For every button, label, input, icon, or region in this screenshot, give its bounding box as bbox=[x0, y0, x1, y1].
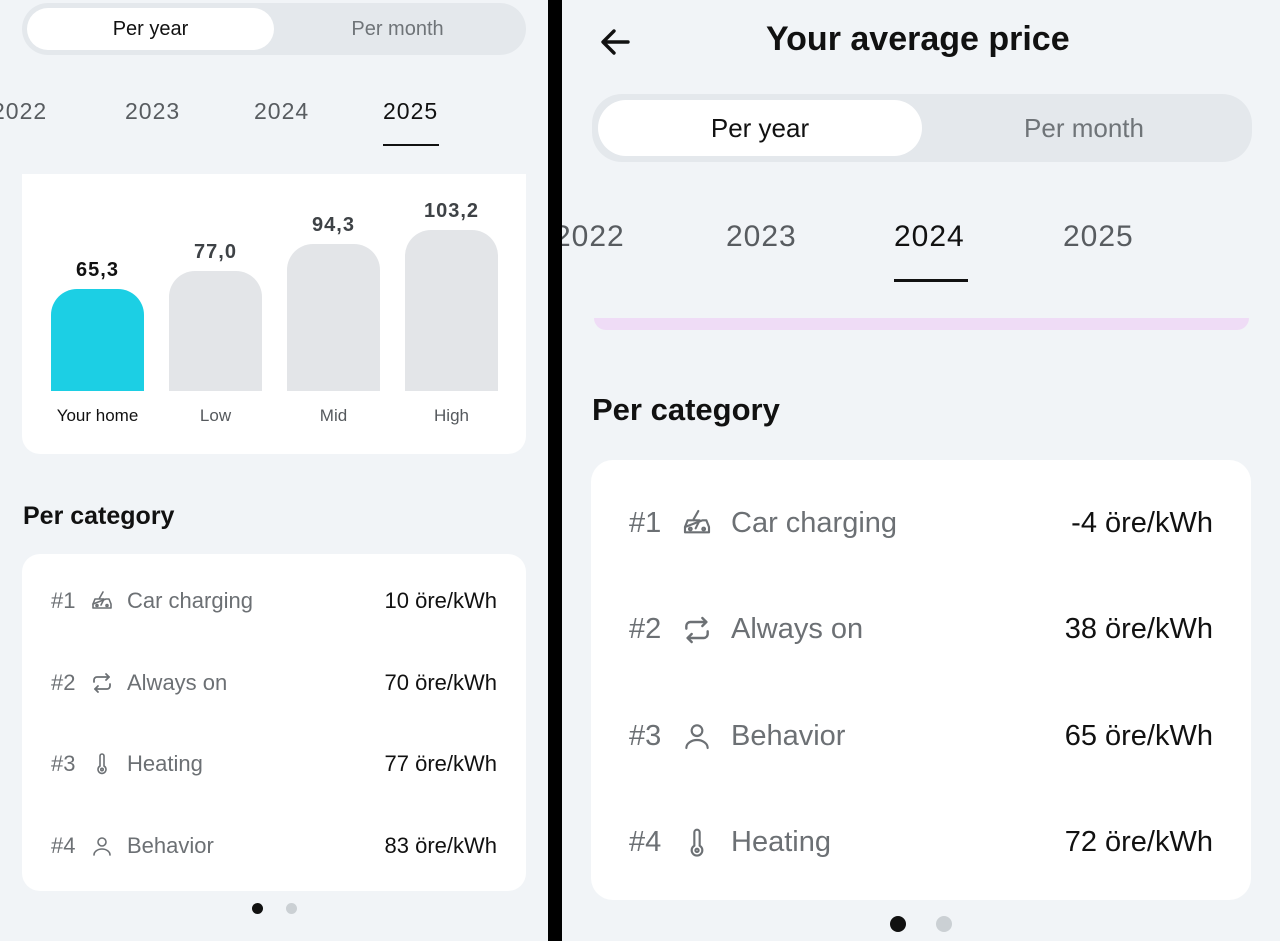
chart-category-label: Low bbox=[199, 406, 232, 425]
category-row[interactable]: #2 Always on 70 öre/kWh bbox=[51, 666, 497, 700]
page-indicator-dot-1[interactable] bbox=[890, 916, 906, 932]
category-row[interactable]: #4 Heating 72 öre/kWh bbox=[629, 822, 1213, 864]
year-tab-2022[interactable]: 2022 bbox=[562, 220, 625, 253]
category-rank: #3 bbox=[51, 751, 76, 776]
category-row[interactable]: #4 Behavior 83 öre/kWh bbox=[51, 829, 497, 863]
category-row[interactable]: #3 Behavior 65 öre/kWh bbox=[629, 715, 1213, 757]
per-year-option[interactable]: Per year bbox=[598, 100, 922, 156]
per-category-title: Per category bbox=[592, 392, 780, 427]
always-on-icon bbox=[87, 671, 117, 695]
chart-category-label: High bbox=[434, 406, 469, 425]
left-screen: Per year Per month 2022 2023 2024 2025 6… bbox=[0, 0, 548, 941]
category-price: 77 öre/kWh bbox=[384, 751, 498, 776]
category-name: Heating bbox=[127, 751, 203, 776]
chart-bar-your-home[interactable] bbox=[51, 289, 144, 391]
category-name: Car charging bbox=[731, 506, 898, 539]
thermometer-icon bbox=[87, 752, 117, 776]
chart-value-label: 77,0 bbox=[194, 241, 237, 263]
thermometer-icon bbox=[677, 827, 717, 859]
category-rank: #4 bbox=[629, 826, 662, 858]
category-row[interactable]: #1 Car charging 10 öre/kWh bbox=[51, 584, 497, 618]
back-arrow-icon[interactable] bbox=[596, 22, 636, 62]
chart-bar-low[interactable] bbox=[169, 271, 262, 391]
per-month-option[interactable]: Per month bbox=[1024, 112, 1144, 143]
category-price: 83 öre/kWh bbox=[384, 832, 498, 858]
category-name: Always on bbox=[127, 669, 228, 695]
price-chart-card: 65,3 77,0 94,3 103,2 Your home Low Mid High bbox=[22, 174, 526, 454]
page-indicator-dot-1[interactable] bbox=[252, 903, 263, 914]
chart-bar-high[interactable] bbox=[405, 230, 498, 391]
category-rank: #1 bbox=[629, 506, 662, 539]
category-price: 72 öre/kWh bbox=[1064, 826, 1213, 858]
category-row[interactable]: #2 Always on 38 öre/kWh bbox=[629, 609, 1213, 651]
selected-year-underline bbox=[383, 144, 439, 146]
category-name: Heating bbox=[731, 826, 831, 858]
year-tab-2023[interactable]: 2023 bbox=[125, 98, 181, 124]
category-rank: #1 bbox=[51, 588, 76, 613]
chart-card-bottom-edge bbox=[594, 318, 1249, 330]
category-rank: #2 bbox=[51, 669, 76, 695]
category-row[interactable]: #1 Car charging -4 öre/kWh bbox=[629, 502, 1213, 544]
category-name: Always on bbox=[731, 613, 864, 645]
chart-value-label: 103,2 bbox=[423, 200, 480, 222]
chart-value-label: 94,3 bbox=[312, 214, 355, 236]
right-screen: Your average price Per year Per month 20… bbox=[562, 0, 1280, 941]
year-tab-2024[interactable]: 2024 bbox=[254, 98, 310, 124]
category-name: Behavior bbox=[127, 832, 214, 858]
person-icon bbox=[677, 720, 717, 752]
year-tab-2025[interactable]: 2025 bbox=[1063, 220, 1134, 253]
category-price: 38 öre/kWh bbox=[1064, 613, 1213, 645]
category-list-card: #1 Car charging -4 öre/kWh #2 Always on 38 ör… bbox=[591, 460, 1251, 900]
bar-chart-labels: Your home Low Mid High bbox=[22, 404, 526, 434]
category-name: Behavior bbox=[731, 719, 846, 752]
year-tab-2022[interactable]: 2022 bbox=[0, 98, 48, 124]
year-tab-2025[interactable]: 2025 bbox=[383, 98, 439, 124]
category-row[interactable]: #3 Heating 77 öre/kWh bbox=[51, 747, 497, 781]
period-toggle: Per year Per month bbox=[592, 94, 1252, 162]
year-tab-2024[interactable]: 2024 bbox=[894, 220, 965, 253]
always-on-icon bbox=[677, 614, 717, 646]
page-title: Your average price bbox=[766, 20, 1070, 58]
chart-value-label: 65,3 bbox=[76, 259, 119, 281]
chart-bar-mid[interactable] bbox=[287, 244, 380, 391]
per-category-title: Per category bbox=[23, 502, 175, 530]
chart-category-label: Mid bbox=[319, 406, 348, 425]
category-rank: #4 bbox=[51, 832, 76, 858]
page-indicator-dot-2[interactable] bbox=[286, 903, 297, 914]
category-name: Car charging bbox=[127, 588, 253, 613]
category-price: 10 öre/kWh bbox=[384, 588, 498, 613]
category-list-card: #1 Car charging 10 öre/kWh #2 Always on 70 ör… bbox=[22, 554, 526, 891]
car-charging-icon bbox=[677, 507, 717, 539]
selected-year-underline bbox=[894, 279, 968, 282]
category-price: -4 öre/kWh bbox=[1071, 506, 1213, 539]
bar-chart: 65,3 77,0 94,3 103,2 bbox=[22, 174, 526, 391]
period-toggle: Per year Per month bbox=[22, 3, 526, 55]
per-month-option[interactable]: Per month bbox=[351, 17, 444, 40]
category-rank: #3 bbox=[629, 719, 662, 752]
per-year-option[interactable]: Per year bbox=[27, 8, 274, 50]
category-price: 65 öre/kWh bbox=[1064, 719, 1213, 752]
person-icon bbox=[87, 834, 117, 858]
chart-category-label: Your home bbox=[56, 406, 139, 425]
category-price: 70 öre/kWh bbox=[384, 669, 498, 695]
page-indicator-dot-2[interactable] bbox=[936, 916, 952, 932]
year-tab-2023[interactable]: 2023 bbox=[726, 220, 797, 253]
car-charging-icon bbox=[87, 589, 117, 613]
category-rank: #2 bbox=[629, 613, 662, 645]
